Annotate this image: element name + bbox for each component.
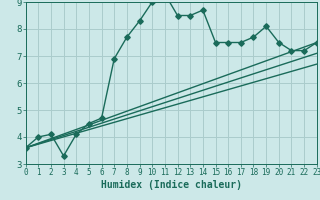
X-axis label: Humidex (Indice chaleur): Humidex (Indice chaleur)	[101, 180, 242, 190]
